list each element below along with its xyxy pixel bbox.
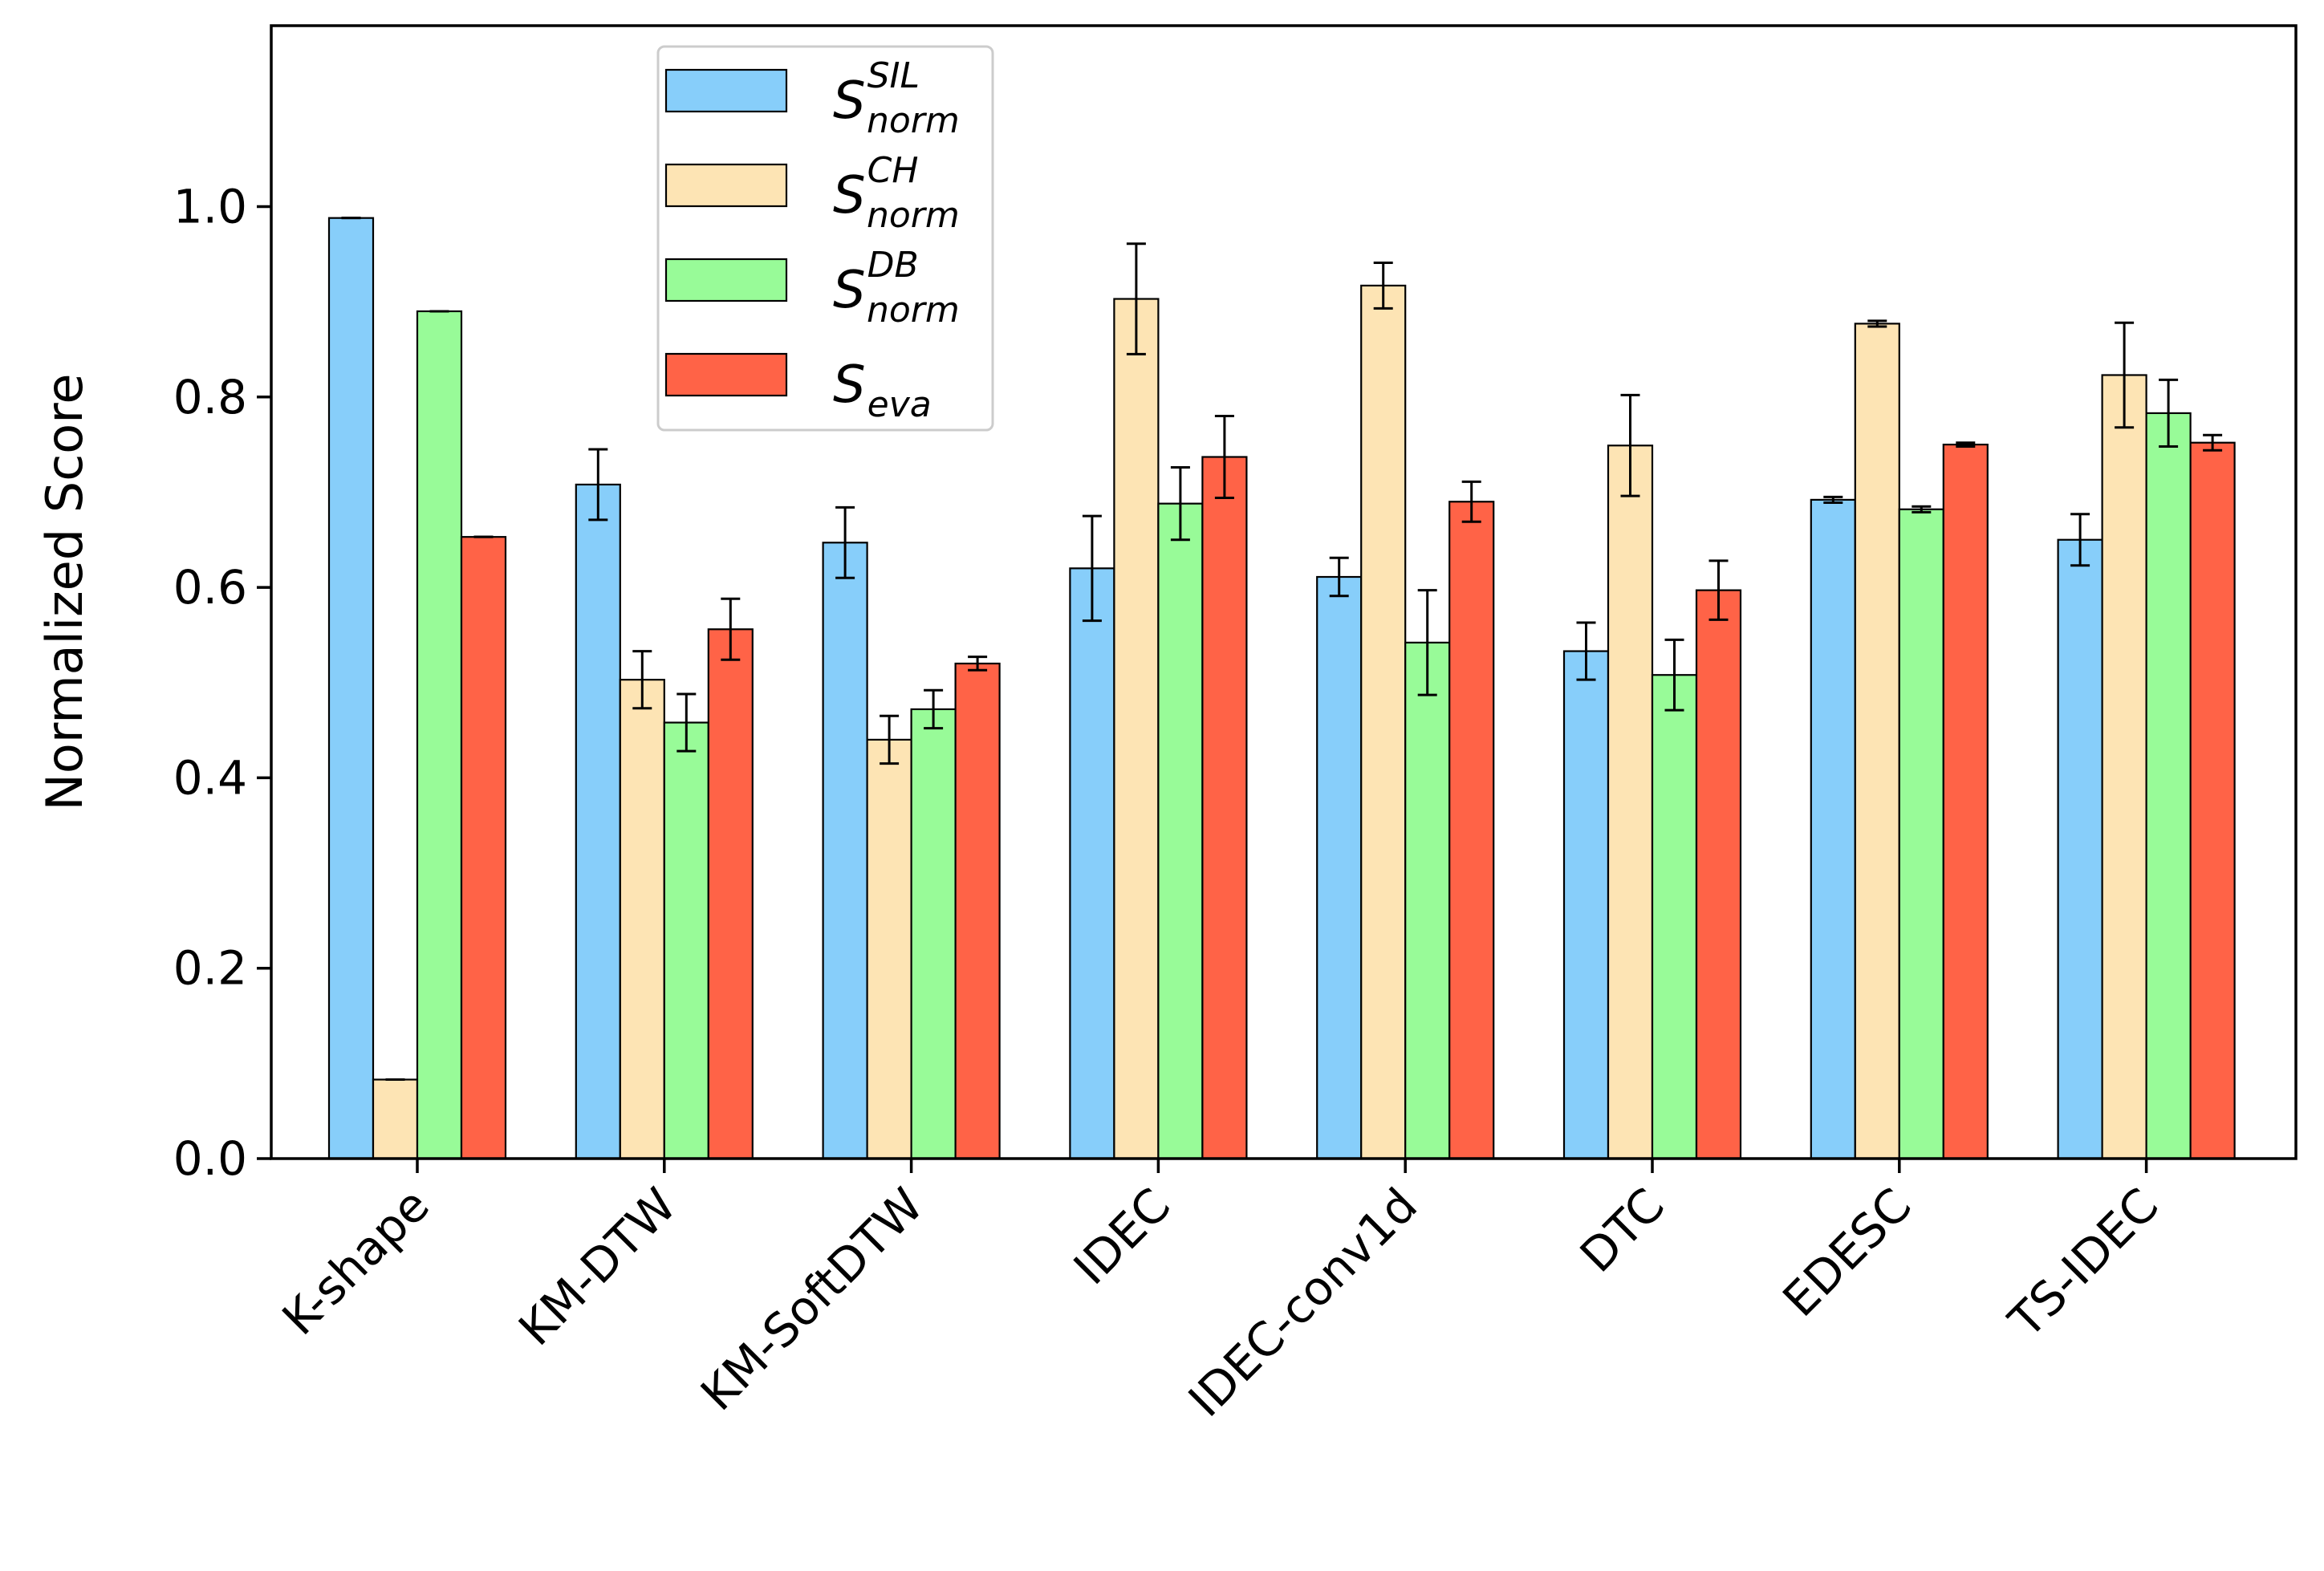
x-tick-label: IDEC [1063,1178,1180,1295]
bar-km-softdtw-2 [910,708,957,1160]
bar-edesc-1 [1854,323,1900,1160]
bar-km-dtw-0 [575,483,621,1160]
bar-k-shape-0 [327,217,375,1160]
x-tick-label: K-shape [272,1178,440,1346]
bar-dtc-1 [1607,445,1654,1160]
bar-idec-0 [1069,567,1115,1160]
y-tick-label: 0.4 [173,750,247,805]
legend-label: SSIL norm [833,55,960,141]
bar-idec-conv1d-3 [1448,501,1495,1160]
bar-series-group [327,217,2236,1160]
y-axis-label: Normalized Score [35,374,94,811]
bar-idec-1 [1113,298,1160,1160]
bar-ts-idec-1 [2101,374,2147,1160]
y-tick-label: 0.8 [173,370,247,424]
bar-km-softdtw-1 [866,738,912,1160]
legend-sup: CH [867,150,919,191]
legend-sub: norm [867,195,960,236]
legend-sup: SIL [867,55,920,96]
bar-idec-3 [1201,456,1248,1160]
bar-k-shape-2 [416,310,463,1160]
bar-k-shape-1 [372,1078,419,1160]
legend-swatch [664,163,788,208]
y-tick-label: 0.2 [173,941,247,996]
legend-base: S [833,71,866,131]
legend-base: S [833,166,866,225]
bar-idec-conv1d-2 [1404,641,1451,1160]
bar-idec-conv1d-0 [1316,575,1363,1160]
bar-idec-conv1d-1 [1360,284,1407,1160]
error-bar-group [341,217,2223,1082]
bar-k-shape-3 [460,536,507,1160]
bar-km-dtw-3 [707,628,754,1160]
bar-km-dtw-1 [619,679,665,1160]
legend-swatch [664,68,788,113]
legend-label: SDB norm [833,245,960,331]
bar-edesc-0 [1810,498,1856,1160]
bar-ts-idec-0 [2057,538,2103,1160]
bar-dtc-3 [1695,589,1742,1160]
bar-km-dtw-2 [663,721,709,1160]
plot-frame [270,24,2298,1160]
legend-base: S [833,261,866,320]
x-tick-label: DTC [1570,1178,1675,1283]
legend-box [656,45,994,432]
legend-sub: norm [867,100,960,141]
y-tick-label: 0.0 [173,1131,247,1186]
bar-edesc-3 [1942,443,1989,1160]
bar-km-softdtw-0 [822,542,868,1160]
x-tick-label: EDESC [1773,1178,1922,1327]
y-tick-label: 1.0 [173,179,247,233]
legend-label: SCH norm [833,150,960,236]
bar-ts-idec-2 [2145,412,2192,1160]
x-tick-label: KM-DTW [508,1178,686,1356]
legend-sub: norm [867,290,960,331]
y-axis: 0.0 0.2 0.4 0.6 0.8 1.0 [173,179,271,1186]
bar-ts-idec-3 [2189,441,2236,1160]
bar-edesc-2 [1898,508,1944,1160]
y-tick-label: 0.6 [173,560,247,615]
bar-km-softdtw-3 [954,662,1001,1160]
x-tick-label: TS-IDEC [1998,1178,2169,1349]
legend-sub: eva [867,384,932,425]
legend-sup: DB [867,245,919,286]
legend-label: Seva [833,355,932,425]
bar-idec-2 [1157,502,1204,1160]
x-tick-label: KM-SoftDTW [690,1178,933,1421]
bar-dtc-0 [1562,650,1610,1160]
legend-swatch [664,352,788,397]
bar-dtc-2 [1651,674,1698,1160]
legend-base: S [833,355,866,415]
x-tick-label: IDEC-conv1d [1178,1178,1428,1427]
legend-swatch [664,258,788,302]
